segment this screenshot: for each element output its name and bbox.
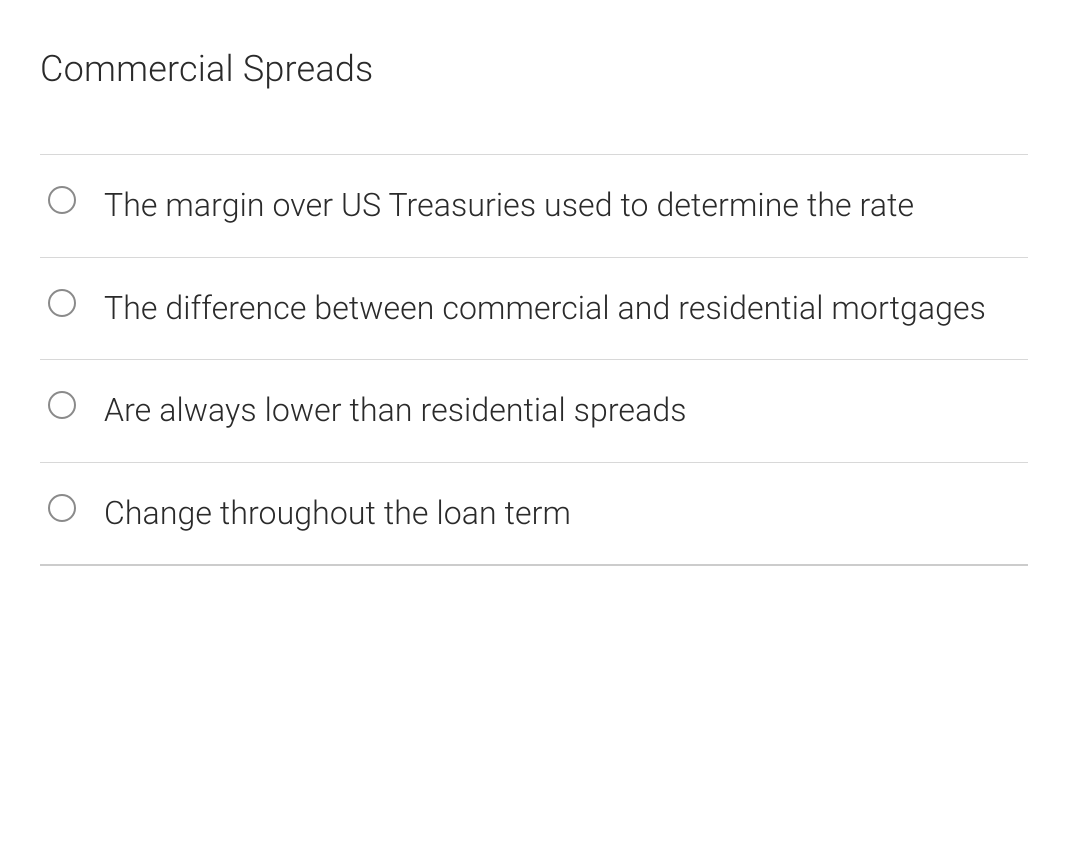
option-row[interactable]: The margin over US Treasuries used to de…: [40, 154, 1028, 257]
option-label: The difference between commercial and re…: [104, 284, 986, 334]
option-label: Are always lower than residential spread…: [104, 386, 687, 436]
option-row[interactable]: Are always lower than residential spread…: [40, 359, 1028, 462]
options-list: The margin over US Treasuries used to de…: [40, 154, 1028, 566]
option-row[interactable]: The difference between commercial and re…: [40, 257, 1028, 360]
question-title: Commercial Spreads: [40, 48, 1028, 90]
radio-icon[interactable]: [48, 391, 76, 419]
option-label: Change throughout the loan term: [104, 489, 571, 539]
radio-icon[interactable]: [48, 186, 76, 214]
option-row[interactable]: Change throughout the loan term: [40, 462, 1028, 565]
option-label: The margin over US Treasuries used to de…: [104, 181, 914, 231]
question-container: Commercial Spreads The margin over US Tr…: [0, 0, 1068, 566]
radio-icon[interactable]: [48, 494, 76, 522]
radio-icon[interactable]: [48, 289, 76, 317]
